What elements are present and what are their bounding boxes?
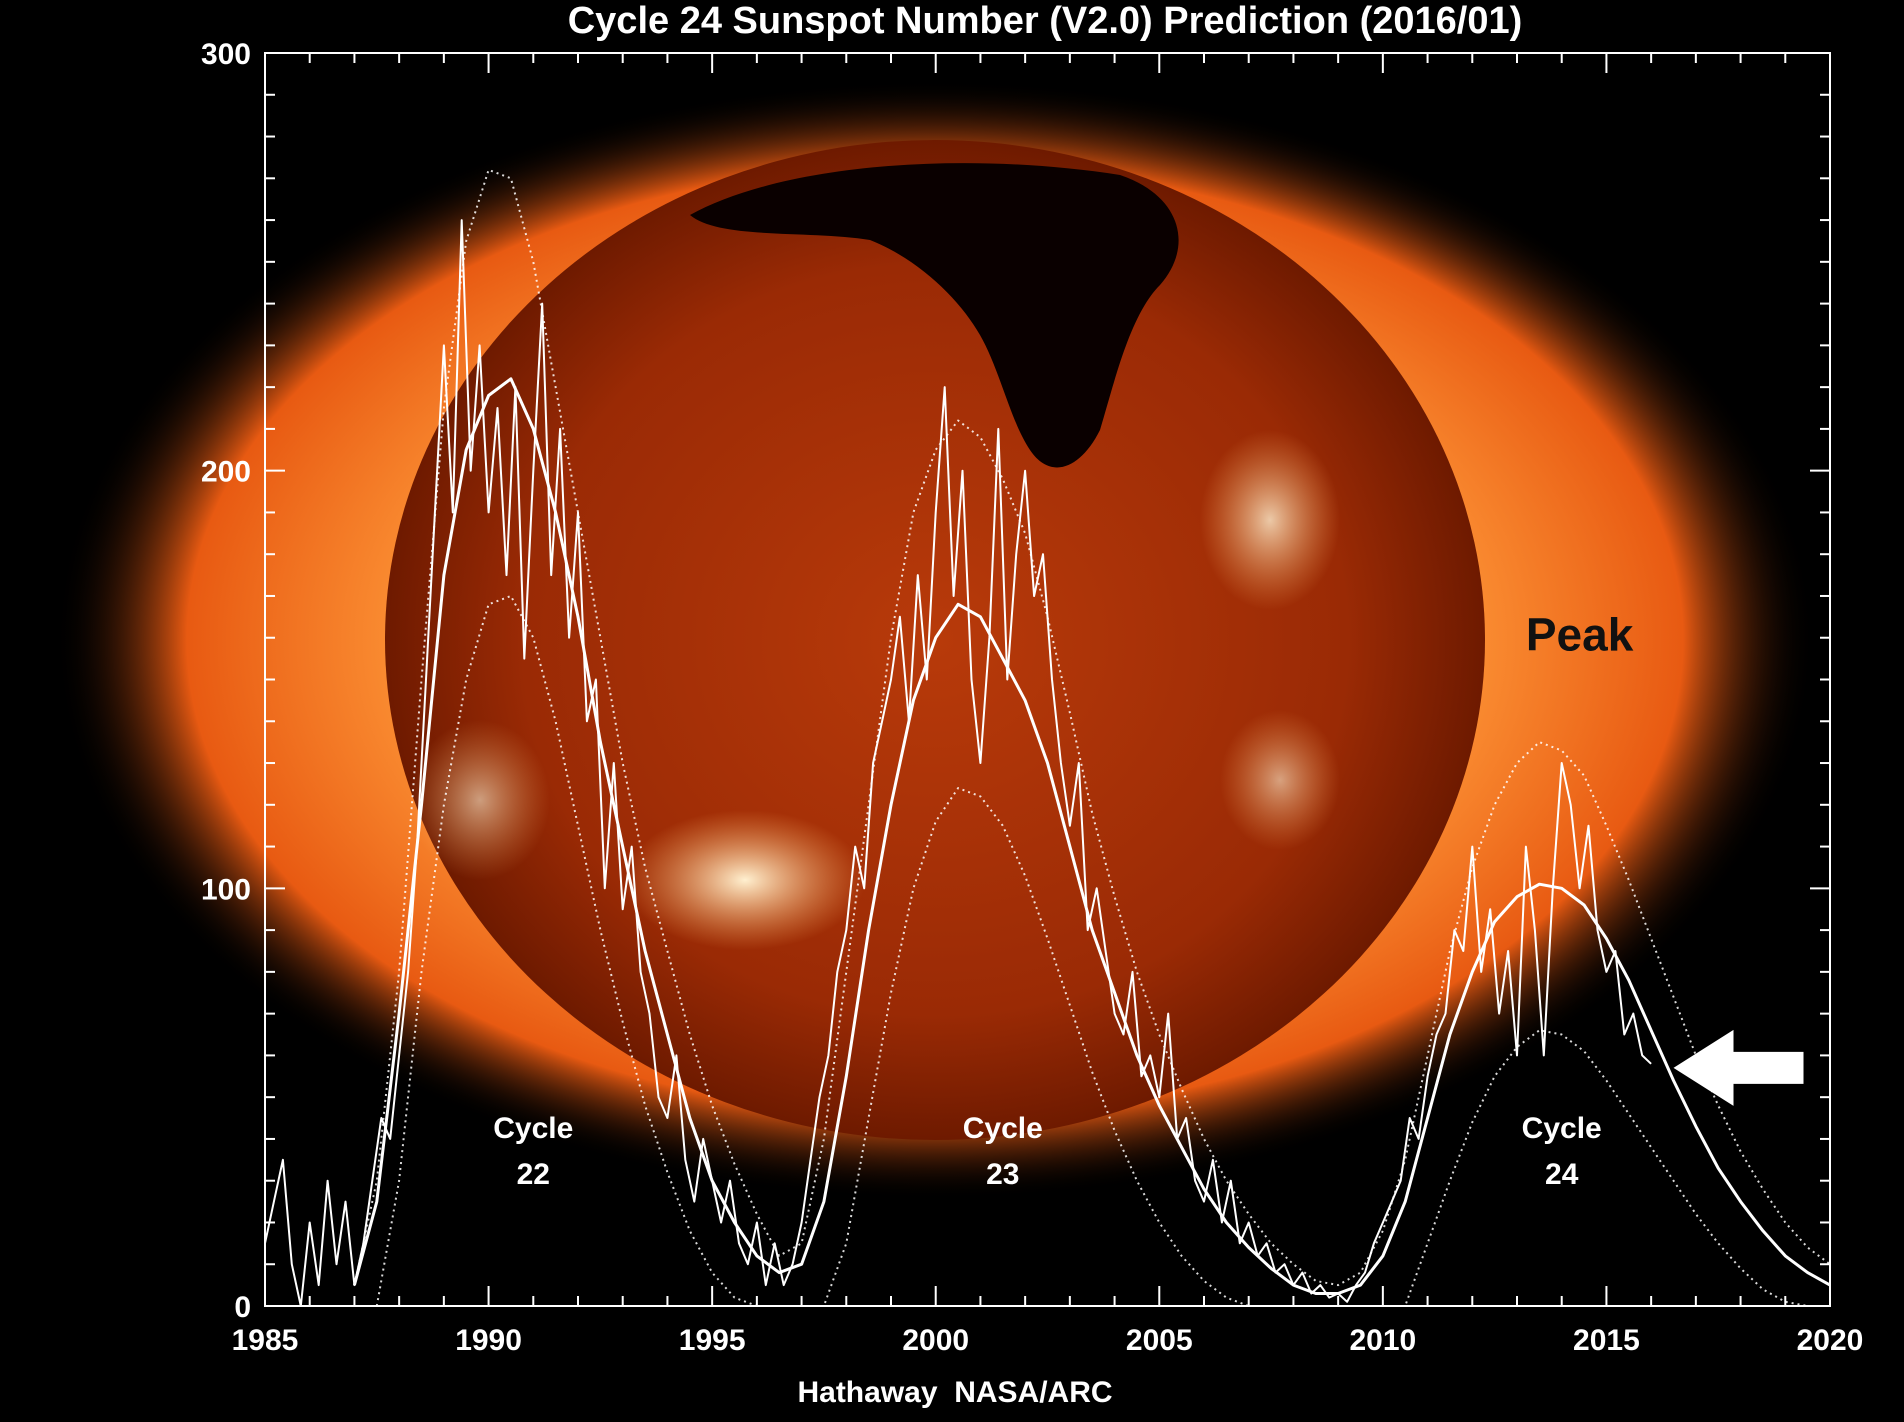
cycle-label: 22	[517, 1158, 550, 1191]
cycle-label: Cycle	[963, 1112, 1043, 1145]
credit-text: Hathaway NASA/ARC	[797, 1376, 1112, 1409]
active-region	[625, 810, 865, 950]
y-tick-label: 200	[201, 456, 251, 489]
y-tick-label: 100	[201, 873, 251, 906]
y-tick-label: 300	[201, 38, 251, 71]
x-tick-label: 2005	[1126, 1324, 1193, 1357]
x-tick-label: 2010	[1349, 1324, 1416, 1357]
cycle-label: Cycle	[1522, 1112, 1602, 1145]
series-line-2-smooth-solid	[352, 377, 1831, 1295]
arrow-icon	[1673, 1029, 1804, 1106]
x-tick-label: 1985	[232, 1324, 299, 1357]
x-tick-label: 2020	[1797, 1324, 1864, 1357]
x-tick-label: 1990	[455, 1324, 522, 1357]
cycle-label: 23	[986, 1158, 1019, 1191]
cycle-label: Cycle	[493, 1112, 573, 1145]
peak-label: Peak	[1526, 608, 1634, 660]
y-tick-label: 0	[234, 1291, 251, 1324]
cycle-label: 24	[1545, 1158, 1579, 1191]
x-tick-label: 2015	[1573, 1324, 1640, 1357]
x-tick-label: 2000	[902, 1324, 969, 1357]
coronal-hole	[690, 163, 1179, 468]
active-region	[410, 720, 550, 880]
plot-area: 1985 1990 1995 2000 2005 2010 2015 2020 0 100 200 3…	[201, 38, 1863, 1357]
active-region	[1200, 430, 1340, 610]
series-line-1-jagged-thin	[264, 219, 1652, 1307]
active-region	[1220, 710, 1340, 850]
chart-title: Cycle 24 Sunspot Number (V2.0) Predictio…	[568, 0, 1523, 42]
x-tick-label: 1995	[679, 1324, 746, 1357]
